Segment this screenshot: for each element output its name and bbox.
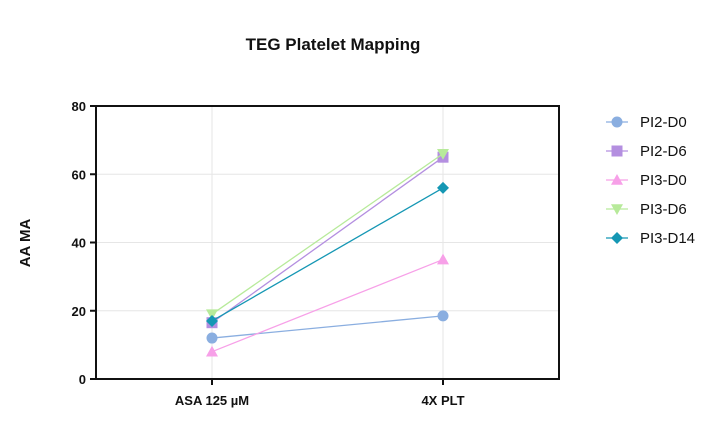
- legend-label: PI3-D6: [640, 201, 687, 218]
- series-pi3-d6: [206, 148, 449, 321]
- series-pi3-d0: [206, 253, 449, 357]
- series-line: [211, 187, 444, 322]
- legend-label: PI2-D6: [640, 143, 687, 160]
- y-axis-label: AA MA: [17, 219, 34, 268]
- y-tick-label: 80: [72, 99, 86, 114]
- legend-label: PI3-D14: [640, 230, 695, 247]
- legend-item: PI2-D0: [606, 114, 687, 131]
- legend-marker: [611, 174, 623, 185]
- legend-item: PI3-D0: [606, 172, 687, 189]
- y-tick-label: 40: [72, 236, 86, 251]
- data-point: [437, 181, 449, 194]
- y-tick-label: 20: [72, 304, 86, 319]
- legend-item: PI3-D14: [606, 230, 695, 247]
- series-pi2-d0: [206, 310, 449, 344]
- chart-title: TEG Platelet Mapping: [246, 35, 421, 54]
- data-point: [206, 345, 218, 357]
- series-group: [206, 148, 449, 357]
- y-tick-label: 60: [72, 167, 86, 182]
- series-line: [211, 315, 444, 339]
- axes: 0 20 40 60 80 ASA 125 µM 4X PLT: [72, 99, 560, 408]
- series-line: [211, 153, 444, 315]
- data-point: [206, 332, 218, 344]
- legend: PI2-D0 PI2-D6 PI3-D0 PI3-D6 PI3-D14: [606, 114, 695, 247]
- legend-marker: [611, 145, 623, 157]
- series-pi3-d14: [206, 181, 449, 327]
- legend-label: PI2-D0: [640, 114, 687, 131]
- series-line: [211, 156, 444, 324]
- legend-item: PI3-D6: [606, 201, 687, 218]
- x-tick-label: 4X PLT: [421, 393, 464, 408]
- series-pi2-d6: [206, 151, 449, 329]
- x-tick-label: ASA 125 µM: [175, 393, 249, 408]
- data-point: [437, 148, 449, 160]
- data-point: [437, 253, 449, 265]
- legend-marker: [611, 232, 623, 244]
- data-point: [206, 314, 218, 327]
- legend-item: PI2-D6: [606, 143, 687, 160]
- data-point: [437, 310, 449, 322]
- legend-marker: [611, 116, 623, 128]
- grid: [96, 105, 559, 379]
- legend-marker: [611, 204, 623, 215]
- data-point: [206, 309, 218, 321]
- series-line: [211, 258, 444, 353]
- legend-label: PI3-D0: [640, 172, 687, 189]
- y-tick-label: 0: [79, 372, 86, 387]
